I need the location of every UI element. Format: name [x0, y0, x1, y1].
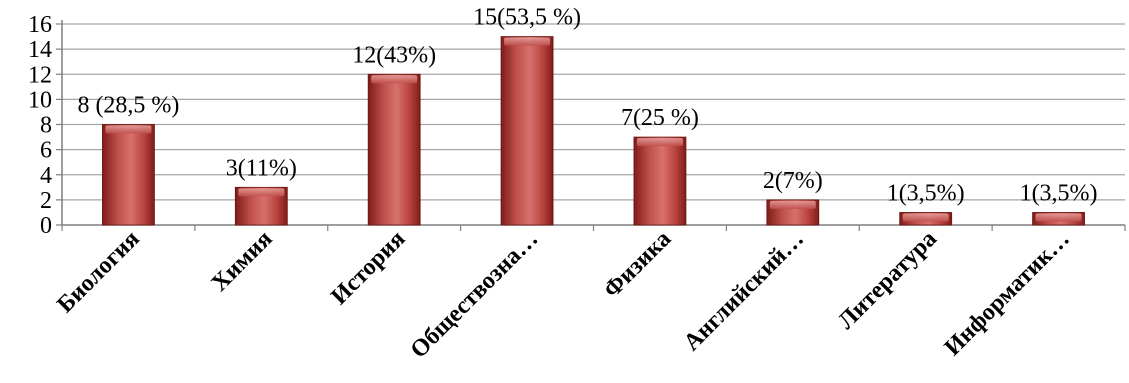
x-tick-label: История — [326, 226, 410, 310]
bar — [234, 186, 288, 226]
y-tick-label: 16 — [28, 12, 52, 38]
data-label: 1(3,5%) — [887, 180, 965, 206]
y-tick-label: 6 — [40, 138, 52, 164]
bar-bevel — [504, 37, 551, 46]
bar-bevel — [769, 200, 816, 209]
y-tick-label: 12 — [28, 62, 52, 88]
y-tick-label: 2 — [40, 188, 52, 214]
data-label: 1(3,5%) — [1020, 180, 1098, 206]
y-tick-label: 10 — [28, 87, 52, 113]
x-tick-label: Физика — [599, 226, 676, 303]
x-tick-label: Химия — [207, 226, 278, 297]
data-label: 15(53,5 %) — [473, 5, 581, 31]
x-tick-label: Английский… — [679, 226, 809, 356]
bar — [899, 212, 953, 226]
bar-bevel — [371, 75, 418, 84]
bar-body — [500, 36, 554, 226]
bar-bevel — [636, 138, 683, 147]
data-label: 2(7%) — [763, 168, 823, 194]
bar-body — [367, 73, 421, 226]
bar — [102, 124, 155, 226]
x-tick-label: Информатик… — [940, 226, 1075, 361]
bar-bevel — [902, 213, 949, 222]
x-tick-label: Биология — [52, 226, 144, 318]
bar — [766, 199, 820, 226]
bars-layer — [102, 36, 1085, 226]
x-tick-label: Литература — [833, 226, 942, 335]
data-label: 12(43%) — [352, 42, 436, 68]
y-tick-label: 4 — [40, 163, 52, 189]
bar — [1032, 212, 1085, 226]
bar — [367, 73, 421, 226]
data-label: 7(25 %) — [621, 105, 699, 131]
bar-body — [102, 124, 155, 226]
bar — [633, 136, 687, 226]
x-tick-label: Обществозна… — [406, 226, 544, 364]
grid-layer — [62, 23, 1125, 201]
y-tick-label: 0 — [40, 213, 52, 239]
bar — [500, 36, 554, 226]
y-tick-label: 14 — [28, 37, 52, 63]
bar-bevel — [238, 188, 285, 197]
y-tick-label: 8 — [40, 113, 52, 139]
bar-bevel — [105, 125, 152, 134]
bar-bevel — [1035, 213, 1082, 222]
data-label: 3(11%) — [226, 155, 297, 181]
data-label: 8 (28,5 %) — [77, 93, 179, 119]
bar-body — [633, 136, 687, 226]
data-labels-layer: 8 (28,5 %) 3(11%) 12(43%) 15(53,5 %) 7(25 %)… — [77, 5, 1097, 207]
